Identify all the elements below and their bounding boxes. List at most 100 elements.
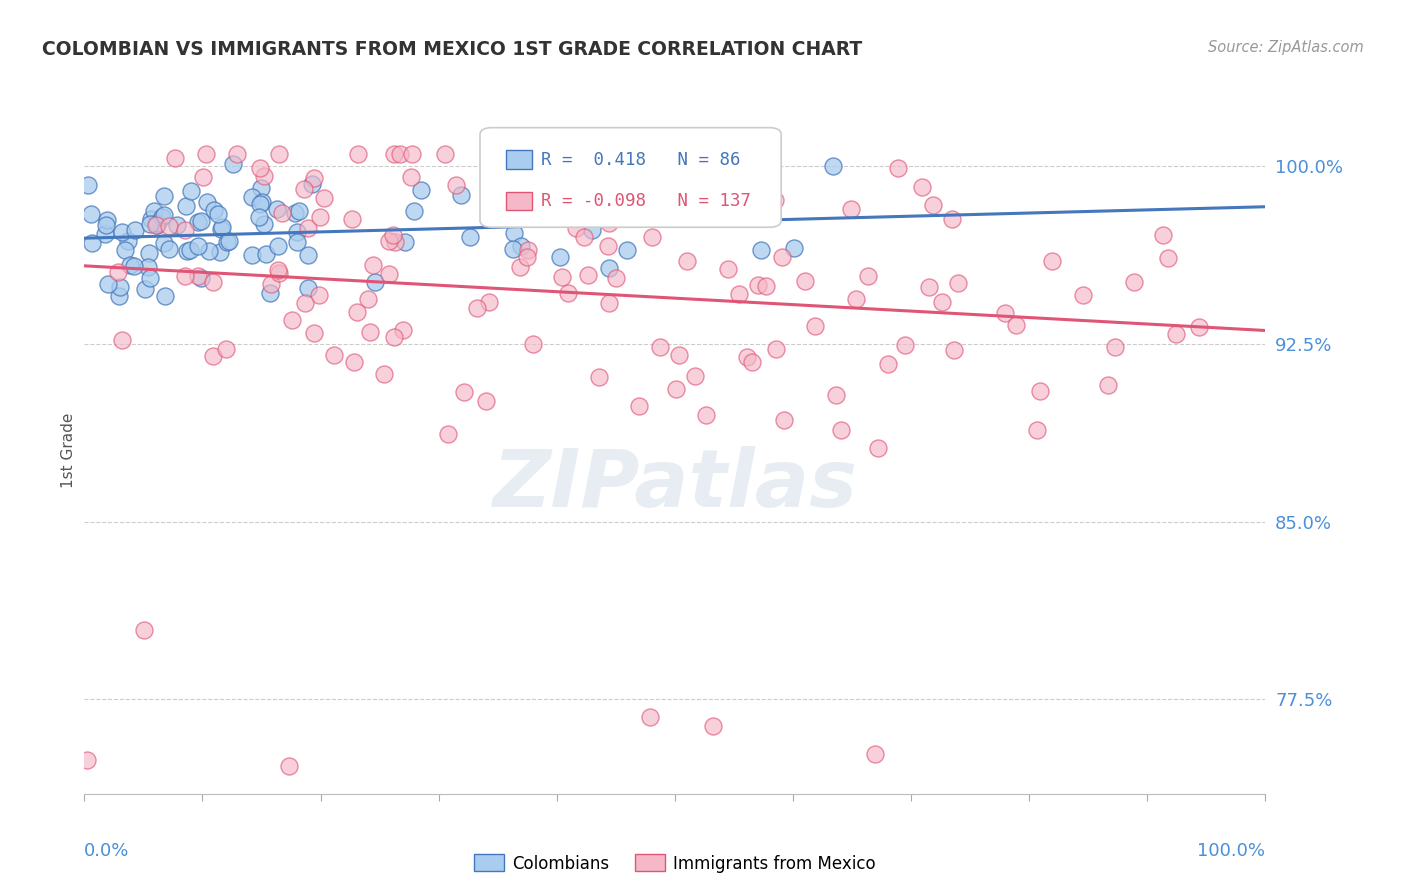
Point bbox=[747, 277, 769, 292]
Point bbox=[201, 349, 224, 363]
Point bbox=[668, 348, 690, 362]
Point bbox=[267, 239, 290, 253]
Point bbox=[845, 292, 868, 306]
Point bbox=[198, 244, 221, 258]
Point bbox=[887, 161, 910, 175]
FancyBboxPatch shape bbox=[506, 151, 531, 169]
Point bbox=[153, 208, 176, 222]
Point bbox=[254, 247, 277, 261]
Point bbox=[347, 147, 370, 161]
Point bbox=[596, 239, 619, 253]
Point bbox=[120, 258, 142, 272]
Point bbox=[665, 382, 688, 396]
Point bbox=[146, 218, 169, 232]
Point bbox=[302, 326, 325, 340]
Point bbox=[267, 147, 290, 161]
Point bbox=[94, 227, 117, 241]
Point bbox=[911, 180, 934, 194]
Point bbox=[749, 243, 772, 257]
Point bbox=[143, 204, 166, 219]
Point bbox=[640, 229, 662, 244]
Point bbox=[581, 223, 603, 237]
Point bbox=[97, 277, 120, 291]
Point bbox=[284, 206, 307, 220]
Text: 100.0%: 100.0% bbox=[1198, 842, 1265, 860]
Point bbox=[111, 225, 134, 239]
Point bbox=[537, 153, 560, 167]
Point bbox=[285, 225, 308, 239]
Point bbox=[207, 207, 229, 221]
Point bbox=[343, 355, 366, 369]
Point bbox=[382, 147, 405, 161]
Point bbox=[830, 423, 852, 437]
Point bbox=[314, 191, 336, 205]
Point bbox=[204, 202, 226, 217]
Y-axis label: 1st Grade: 1st Grade bbox=[60, 413, 76, 488]
Point bbox=[297, 281, 319, 295]
Text: ZIPatlas: ZIPatlas bbox=[492, 446, 858, 524]
Point bbox=[174, 223, 197, 237]
Point bbox=[839, 202, 862, 216]
Point bbox=[134, 282, 156, 296]
Point bbox=[664, 183, 686, 197]
Point bbox=[638, 709, 661, 723]
Point bbox=[373, 367, 395, 381]
Point bbox=[516, 243, 538, 257]
Point bbox=[741, 355, 763, 369]
Point bbox=[502, 243, 524, 257]
Point bbox=[727, 286, 749, 301]
Point bbox=[1156, 251, 1178, 265]
Point bbox=[249, 161, 271, 175]
Point bbox=[1029, 384, 1052, 398]
Point bbox=[247, 211, 270, 225]
Point bbox=[676, 253, 699, 268]
Point bbox=[139, 211, 162, 226]
Point bbox=[444, 178, 467, 192]
Point bbox=[598, 296, 620, 310]
Point bbox=[994, 306, 1017, 320]
Point bbox=[467, 301, 489, 316]
Point bbox=[364, 275, 387, 289]
Point bbox=[1188, 320, 1211, 334]
Point bbox=[340, 211, 363, 226]
Point bbox=[735, 350, 758, 364]
Point bbox=[683, 368, 706, 383]
Point bbox=[598, 261, 620, 276]
Point bbox=[110, 333, 132, 347]
Point bbox=[557, 285, 579, 300]
Point bbox=[110, 280, 132, 294]
Point bbox=[308, 287, 330, 301]
Point bbox=[381, 228, 404, 243]
Point bbox=[931, 294, 953, 309]
Point bbox=[138, 245, 160, 260]
Point bbox=[195, 147, 218, 161]
Text: R = -0.098   N = 137: R = -0.098 N = 137 bbox=[541, 193, 751, 211]
Point bbox=[772, 413, 794, 427]
Point bbox=[1164, 327, 1187, 342]
Point bbox=[96, 212, 118, 227]
Point bbox=[187, 215, 209, 229]
Point bbox=[117, 234, 139, 248]
Point bbox=[94, 218, 117, 232]
Text: Source: ZipAtlas.com: Source: ZipAtlas.com bbox=[1208, 40, 1364, 55]
Point bbox=[253, 217, 276, 231]
Point bbox=[107, 265, 129, 279]
Point bbox=[453, 384, 475, 399]
Point bbox=[509, 260, 531, 274]
Point bbox=[627, 399, 650, 413]
Point bbox=[139, 271, 162, 285]
Legend: Colombians, Immigrants from Mexico: Colombians, Immigrants from Mexico bbox=[468, 847, 882, 880]
Point bbox=[1104, 340, 1126, 354]
Point bbox=[226, 147, 249, 161]
Point bbox=[267, 263, 290, 277]
Point bbox=[242, 248, 264, 262]
Point bbox=[1040, 254, 1063, 268]
Point bbox=[620, 147, 643, 161]
Point bbox=[478, 294, 501, 309]
Point bbox=[190, 271, 212, 285]
Point bbox=[804, 318, 827, 333]
Point bbox=[392, 323, 415, 337]
Point bbox=[460, 230, 482, 244]
Point bbox=[250, 181, 273, 195]
Point bbox=[277, 759, 299, 773]
